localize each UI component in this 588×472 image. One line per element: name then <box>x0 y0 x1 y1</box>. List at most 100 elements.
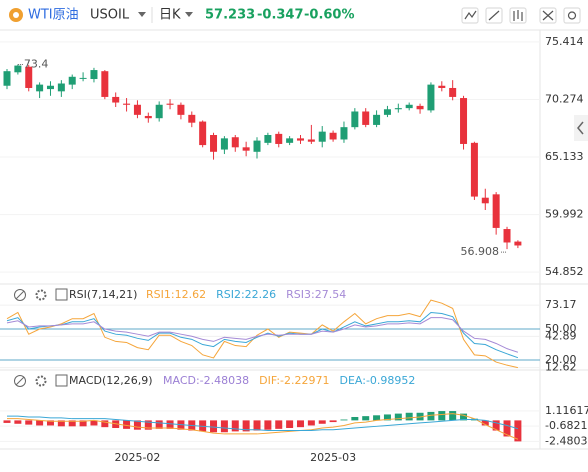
candle-body <box>329 132 337 140</box>
macd-bar <box>373 415 381 421</box>
macd-bar <box>264 420 272 430</box>
symbol-dropdown[interactable] <box>138 12 146 17</box>
macd-bar <box>351 416 359 421</box>
macd-bar <box>220 420 228 433</box>
indicator-line <box>6 317 519 353</box>
candle-body <box>166 103 174 105</box>
collapse-button[interactable] <box>574 115 588 141</box>
y-tick-label: 1.11617 <box>545 404 588 417</box>
macd-bar <box>405 412 413 421</box>
legend-entry: RSI1:12.62 <box>146 288 206 301</box>
candle-body <box>460 98 468 144</box>
macd-bar <box>133 420 141 430</box>
candle-body <box>199 121 207 146</box>
macd-bar <box>275 420 283 429</box>
candle-body <box>25 66 33 88</box>
candle-body <box>427 84 435 111</box>
legend-entry: DIF:-2.22971 <box>259 374 329 387</box>
macd-bar <box>210 420 218 433</box>
candle-body <box>492 194 500 228</box>
candle-body <box>481 197 489 204</box>
indicator-line <box>7 413 519 440</box>
macd-title: MACD(12,26,9) <box>69 374 153 387</box>
candle-body <box>340 127 348 140</box>
candle-body <box>68 76 76 85</box>
candle-body <box>394 108 402 110</box>
fullscreen-button[interactable] <box>539 7 557 24</box>
period-dropdown[interactable] <box>185 12 193 17</box>
macd-bar <box>383 414 391 421</box>
toolbar <box>461 7 581 24</box>
candle-body <box>296 138 304 141</box>
candle-body <box>188 114 196 123</box>
y-tick-label: 65.133 <box>545 150 584 163</box>
candle-body <box>210 135 218 152</box>
macd-bar <box>318 420 326 424</box>
y-tick-label: -0.68211 <box>545 419 588 432</box>
macd-bar <box>166 420 174 429</box>
candle-body <box>405 104 413 109</box>
macd-bar <box>329 420 337 423</box>
symbol-icon-dot <box>13 12 19 18</box>
settings-button[interactable] <box>563 7 581 24</box>
candle-body <box>503 229 511 243</box>
candle-body <box>144 115 152 119</box>
hide-icon-slash <box>15 290 25 300</box>
macd-bar <box>79 420 87 427</box>
candle-body <box>90 70 98 80</box>
candle-body <box>112 96 120 103</box>
y-tick-label: 70.274 <box>545 92 584 105</box>
candle-body <box>275 133 283 144</box>
candle-body <box>220 138 228 150</box>
candle-body <box>46 85 54 90</box>
y-tick-label: 54.852 <box>545 265 584 278</box>
macd-bar <box>492 420 500 431</box>
macd-bar <box>25 420 33 425</box>
draw-button[interactable] <box>485 7 503 24</box>
hide-icon[interactable] <box>14 289 26 301</box>
candle-body <box>318 131 326 142</box>
candle-body <box>3 71 11 86</box>
macd-bar <box>123 420 131 429</box>
macd-bar <box>101 420 109 428</box>
candle-body <box>383 109 391 115</box>
symbol-code[interactable]: USOIL <box>90 8 130 23</box>
chart-type-button[interactable] <box>509 7 527 24</box>
candle-body <box>133 104 141 115</box>
settings-icon[interactable] <box>35 289 47 301</box>
legend-entry: DEA:-0.98952 <box>340 374 416 387</box>
legend-entry: MACD:-2.48038 <box>163 374 249 387</box>
indicator-button[interactable] <box>461 7 479 24</box>
macd-bar <box>14 420 22 424</box>
macd-bar <box>155 420 163 429</box>
candle-body <box>155 104 163 119</box>
indicator-line <box>6 299 519 369</box>
indicator-menu[interactable] <box>55 374 68 387</box>
candle-body <box>123 103 131 105</box>
y-tick-label: 59.992 <box>545 208 584 221</box>
y-tick-label: 73.17 <box>545 298 577 311</box>
candle-body <box>231 137 239 148</box>
indicator-menu[interactable] <box>55 288 68 301</box>
candle-body <box>514 241 522 246</box>
period[interactable]: 日K <box>159 8 181 23</box>
macd-bar <box>362 416 370 421</box>
candle-body <box>177 104 185 115</box>
candle-body <box>79 77 87 79</box>
hide-icon[interactable] <box>14 375 26 387</box>
candle-body <box>36 84 44 92</box>
candle-body <box>470 142 478 197</box>
settings-icon[interactable] <box>35 375 47 387</box>
settings-icon <box>567 11 577 20</box>
legend-entry: RSI2:22.26 <box>216 288 276 301</box>
symbol-name[interactable]: WTI原油 <box>28 8 79 23</box>
macd-bar <box>481 420 489 426</box>
macd-bar <box>296 420 304 428</box>
candle-body <box>449 87 457 97</box>
hide-icon-slash <box>15 376 25 386</box>
rsi-title: RSI(7,14,21) <box>69 288 137 301</box>
candle-body <box>373 114 381 125</box>
macd-bar <box>427 411 435 421</box>
macd-bar <box>340 419 348 421</box>
